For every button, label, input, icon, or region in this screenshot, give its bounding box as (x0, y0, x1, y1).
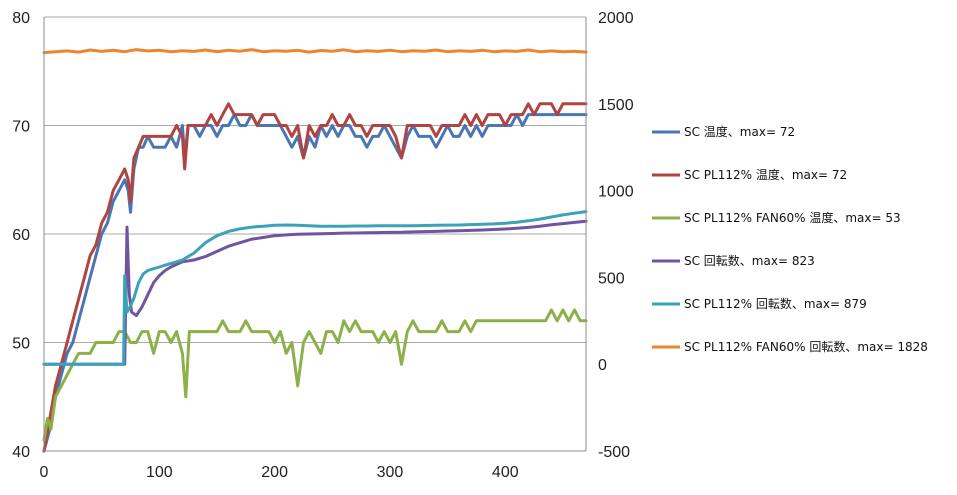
legend-label-2: SC PL112% 温度、max= 72 (684, 167, 847, 182)
y2-tick-label: 1500 (598, 97, 634, 114)
legend-label-4: SC 回転数、max= 823 (684, 253, 815, 268)
x-tick-label: 400 (492, 464, 519, 481)
series-lines (42, 48, 588, 453)
x-tick-label: 100 (146, 464, 173, 481)
series-line-4 (42, 219, 588, 366)
y2-tick-label: 500 (598, 270, 625, 287)
legend-label-3: SC PL112% FAN60% 温度、max= 53 (684, 210, 901, 225)
legend-label-1: SC 温度、max= 72 (684, 124, 795, 139)
y-tick-label: 80 (12, 10, 30, 27)
series-line-2 (42, 102, 588, 453)
y2-tick-label: -500 (598, 444, 630, 461)
x-tick-label: 0 (40, 464, 49, 481)
series-line-6 (42, 48, 588, 55)
y-tick-label: 50 (12, 336, 30, 353)
y2-tick-label: 1000 (598, 184, 634, 201)
x-tick-label: 300 (377, 464, 404, 481)
series-line-3 (42, 308, 588, 442)
legend: SC 温度、max= 72 SC PL112% 温度、max= 72 SC PL11… (652, 124, 928, 354)
legend-label-5: SC PL112% 回転数、max= 879 (684, 296, 867, 311)
y2-tick-label: 2000 (598, 10, 634, 27)
series-line-5 (42, 210, 588, 366)
legend-label-6: SC PL112% FAN60% 回転数、max= 1828 (684, 339, 928, 354)
y-tick-label: 60 (12, 227, 30, 244)
y2-tick-label: 0 (598, 357, 607, 374)
y-tick-label: 40 (12, 444, 30, 461)
axes (43, 17, 587, 452)
x-tick-label: 200 (261, 464, 288, 481)
tick-labels: 40 50 60 70 80 -500 0 500 1000 1500 2000 0 100 200 300… (12, 10, 633, 481)
y-tick-label: 70 (12, 119, 30, 136)
